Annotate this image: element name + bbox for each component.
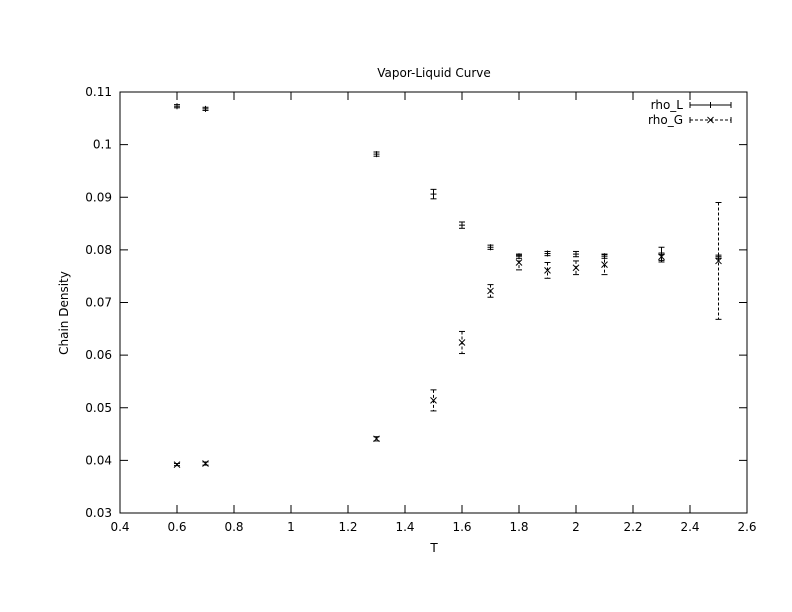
x-tick-label: 1.8 <box>509 520 528 534</box>
marker-x-b <box>487 287 494 295</box>
point-rho-g <box>173 461 181 468</box>
point-rho-l <box>202 105 209 112</box>
x-tick-label: 2.4 <box>680 520 699 534</box>
marker-x-b <box>458 339 466 346</box>
legend-label: rho_L <box>651 98 684 112</box>
y-tick-label: 0.11 <box>85 85 112 99</box>
point-rho-l <box>573 251 579 258</box>
y-tick-label: 0.03 <box>85 506 112 520</box>
marker-x-b <box>173 461 181 468</box>
y-tick-label: 0.07 <box>85 296 112 310</box>
point-rho-g <box>202 460 209 467</box>
x-tick-label: 0.4 <box>110 520 129 534</box>
x-tick-label: 1.4 <box>395 520 414 534</box>
point-rho-l <box>516 253 522 260</box>
point-rho-g <box>601 261 608 268</box>
y-axis-label: Chain Density <box>57 271 71 355</box>
marker-x-b <box>658 253 665 261</box>
point-rho-g <box>430 397 437 404</box>
x-tick-label: 2.6 <box>737 520 756 534</box>
y-tick-label: 0.05 <box>85 401 112 415</box>
x-tick-label: 0.8 <box>224 520 243 534</box>
point-rho-g <box>487 287 494 295</box>
marker-x-b <box>515 259 523 266</box>
point-rho-l <box>430 191 437 198</box>
y-tick-label: 0.06 <box>85 348 112 362</box>
data-markers <box>173 103 722 468</box>
x-tick-label: 0.6 <box>167 520 186 534</box>
marker-x-b <box>202 460 209 467</box>
point-rho-l <box>373 151 380 158</box>
point-rho-g <box>572 264 580 272</box>
point-rho-l <box>715 253 722 260</box>
legend-marker-x-b <box>707 116 714 124</box>
marker-x-b <box>544 267 551 274</box>
y-tick-label: 0.04 <box>85 453 112 467</box>
point-rho-g <box>373 435 380 443</box>
x-tick-label: 1 <box>287 520 295 534</box>
point-rho-l <box>601 253 608 260</box>
point-rho-l <box>174 103 180 110</box>
x-tick-label: 1.2 <box>338 520 357 534</box>
marker-x-b <box>373 435 380 443</box>
y-tick-label: 0.08 <box>85 243 112 257</box>
marker-x-b <box>430 397 437 404</box>
axes: 0.4 0.6 0.8 1 1.2 1.4 1.6 1.8 2 2.2 2.4 2.6 0.03 0.04… <box>85 85 756 534</box>
point-rho-l <box>459 222 465 229</box>
legend-label: rho_G <box>648 113 683 127</box>
marker-x-b <box>572 264 580 272</box>
y-tick-label: 0.09 <box>85 190 112 204</box>
marker-x-b <box>715 257 722 265</box>
x-tick-label: 2 <box>572 520 580 534</box>
x-tick-label: 1.6 <box>452 520 471 534</box>
error-bar-rho-g <box>715 202 722 320</box>
point-rho-l <box>487 244 494 251</box>
x-tick-label: 2.2 <box>623 520 642 534</box>
x-axis-label: T <box>429 541 438 555</box>
point-rho-g <box>544 267 551 274</box>
plot-frame <box>119 91 748 514</box>
point-rho-g <box>515 259 523 266</box>
point-rho-g <box>658 253 665 261</box>
y-tick-label: 0.1 <box>93 138 112 152</box>
point-rho-l <box>544 250 551 257</box>
chart-title: Vapor-Liquid Curve <box>377 66 491 80</box>
point-rho-g <box>458 339 466 346</box>
marker-x-b <box>601 261 608 268</box>
point-rho-g <box>715 257 722 265</box>
